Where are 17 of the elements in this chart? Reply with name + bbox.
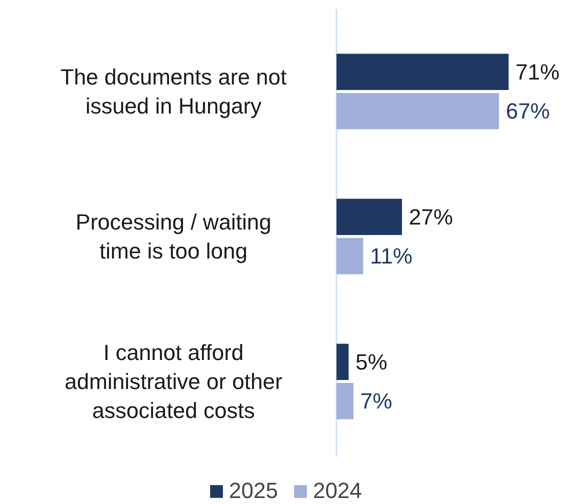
y-tick-label: The documents are not issued in Hungary (60, 64, 287, 118)
bar (336, 198, 402, 236)
y-tick-label: Processing / waiting time is too long (76, 210, 272, 264)
bar (336, 92, 499, 130)
bar (336, 238, 364, 274)
data-label: 67% (506, 98, 550, 124)
data-label: 5% (356, 349, 388, 374)
data-label: 11% (370, 244, 412, 269)
data-label: 7% (360, 388, 392, 414)
bar (336, 344, 349, 380)
data-label: 71% (516, 59, 560, 84)
y-tick-label: I cannot afford administrative or other associated costs (64, 340, 282, 423)
bar (336, 382, 354, 420)
legend-label: 2025 (229, 478, 278, 504)
legend-label: 2024 (312, 478, 362, 504)
data-label: 27% (408, 204, 453, 230)
bar (336, 54, 509, 90)
